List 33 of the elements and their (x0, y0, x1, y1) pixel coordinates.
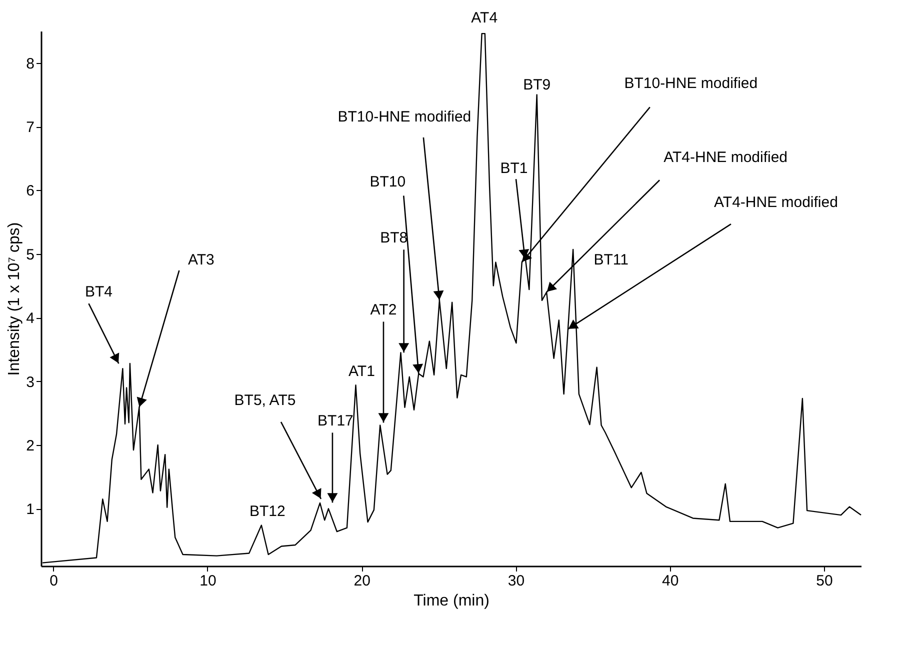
x-tick-label: 0 (50, 572, 58, 590)
x-tick-label: 10 (200, 572, 216, 590)
annotation: BT10 (370, 174, 406, 191)
x-tick-label: 30 (508, 572, 525, 590)
annotation: BT10-HNE modified (624, 75, 758, 92)
annotation: BT4 (84, 284, 112, 301)
y-tick-label: 1 (26, 501, 34, 518)
annotation: BT11 (594, 251, 628, 268)
x-axis-title: Time (min) (414, 592, 490, 610)
annotation: AT4 (471, 10, 498, 27)
x-tick-label: 50 (816, 572, 833, 590)
annotation: BT12 (249, 503, 286, 520)
annotation: AT4-HNE modified (714, 194, 838, 212)
y-tick-label: 2 (26, 437, 34, 454)
x-tick-label: 40 (662, 572, 679, 590)
annotation: AT2 (370, 302, 397, 319)
y-tick-label: 6 (26, 182, 34, 200)
y-tick-label: 8 (26, 55, 34, 72)
y-tick-label: 5 (26, 246, 34, 264)
annotation: BT9 (523, 76, 551, 94)
annotation: BT1 (500, 160, 528, 178)
annotation: AT1 (348, 363, 375, 380)
x-tick-label: 20 (354, 572, 370, 590)
annotation: AT4-HNE modified (664, 149, 788, 166)
y-tick-label: 3 (26, 374, 34, 391)
annotation: BT8 (380, 230, 408, 247)
y-tick-label: 7 (26, 119, 34, 136)
annotation: AT3 (188, 251, 214, 268)
y-axis-title: Intensity (1 x 10⁷ cps) (6, 222, 24, 376)
annotation: BT5, AT5 (234, 392, 296, 409)
annotation: BT17 (318, 412, 354, 430)
y-tick-label: 4 (26, 310, 34, 328)
annotation: BT10-HNE modified (338, 108, 472, 126)
